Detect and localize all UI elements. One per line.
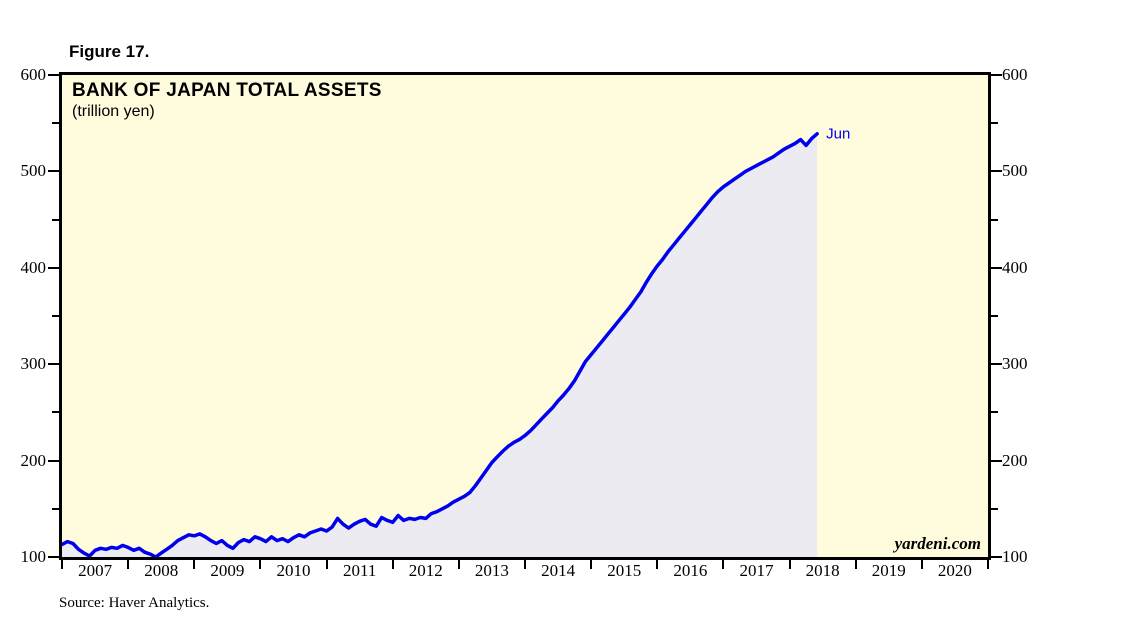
y-axis-minor-tick-right [991, 315, 998, 317]
x-axis-year-label: 2016 [673, 561, 708, 580]
y-axis-major-tick-left [48, 363, 59, 366]
y-axis-label-left: 600 [20, 65, 47, 84]
x-axis-year-label: 2008 [144, 561, 179, 580]
x-axis-year-label: 2012 [408, 561, 443, 580]
x-axis-year-label: 2017 [739, 561, 774, 580]
y-axis-label-right: 300 [1002, 354, 1028, 374]
asset-line [62, 132, 819, 557]
y-axis-major-tick-right [991, 266, 1002, 269]
y-axis-minor-tick-right [991, 507, 998, 510]
chart-subtitle: (trillion yen) [72, 103, 155, 120]
y-axis-major-tick-left [48, 170, 59, 173]
x-axis-tick [920, 560, 923, 569]
y-axis-major-tick-right [991, 459, 1002, 462]
y-axis-major-tick-right [991, 556, 1002, 558]
x-axis-tick [193, 560, 196, 569]
x-axis-year-label: 2015 [607, 561, 642, 580]
x-axis-tick [722, 560, 725, 569]
y-axis-label-left: 100 [20, 547, 47, 566]
y-axis-minor-tick-right [991, 218, 998, 221]
y-axis-major-tick-left [48, 266, 59, 269]
x-axis-tick [325, 560, 328, 569]
x-axis-tick [457, 560, 460, 569]
x-axis-tick [788, 560, 791, 569]
x-axis-tick [524, 560, 526, 569]
y-axis-major-tick-right [991, 74, 1002, 76]
y-axis-major-tick-right [991, 363, 1002, 366]
x-axis-tick [127, 560, 130, 569]
last-point-label: Jun [826, 125, 851, 143]
y-axis-label-right: 500 [1002, 161, 1028, 181]
x-axis-year-label: 2019 [871, 561, 906, 580]
y-axis-minor-tick-left [52, 411, 59, 414]
y-axis-major-tick-left [48, 459, 59, 462]
y-axis-minor-tick-left [52, 218, 59, 221]
y-axis-label-left: 200 [20, 450, 47, 470]
chart-title: BANK OF JAPAN TOTAL ASSETS [72, 80, 382, 101]
x-axis-year-label: 2018 [805, 561, 840, 580]
x-axis-tick [61, 560, 63, 569]
y-axis-minor-tick-left [52, 315, 59, 317]
x-axis-tick [854, 560, 857, 569]
y-axis-label-right: 400 [1002, 257, 1028, 277]
branding-yardeni: yardeni.com [894, 534, 981, 553]
x-axis-year-label: 2010 [276, 561, 311, 580]
x-axis-tick [656, 560, 659, 569]
source-note: Source: Haver Analytics. [59, 595, 210, 611]
y-axis-major-tick-left [48, 556, 59, 558]
plot-area: BANK OF JAPAN TOTAL ASSETS (trillion yen… [59, 72, 991, 560]
x-axis-year-label: 2011 [342, 561, 377, 580]
x-axis-tick [987, 560, 989, 569]
chart-canvas [62, 132, 819, 557]
y-axis-minor-tick-left [52, 122, 59, 125]
y-axis-label-left: 300 [20, 354, 47, 374]
x-axis-tick [259, 560, 262, 569]
x-axis-year-label: 2007 [78, 561, 113, 580]
x-axis-year-label: 2009 [210, 561, 245, 580]
x-axis-year-label: 2014 [541, 561, 576, 580]
x-axis-year-label: 2020 [937, 561, 972, 580]
y-axis-major-tick-right [991, 170, 1002, 173]
y-axis-label-right: 200 [1002, 450, 1028, 470]
y-axis-minor-tick-left [52, 507, 59, 510]
asset-area [62, 133, 818, 557]
y-axis-minor-tick-right [991, 411, 998, 414]
y-axis-label-right: 600 [1002, 65, 1028, 84]
y-axis-major-tick-left [48, 74, 59, 76]
x-axis-tick [590, 560, 593, 569]
y-axis-label-right: 100 [1002, 547, 1028, 566]
x-axis-tick [391, 560, 394, 569]
y-axis-label-left: 400 [20, 257, 47, 277]
x-axis-year-label: 2013 [474, 561, 509, 580]
y-axis-minor-tick-right [991, 122, 998, 125]
y-axis-label-left: 500 [20, 161, 47, 181]
figure-label: Figure 17. [69, 42, 150, 61]
